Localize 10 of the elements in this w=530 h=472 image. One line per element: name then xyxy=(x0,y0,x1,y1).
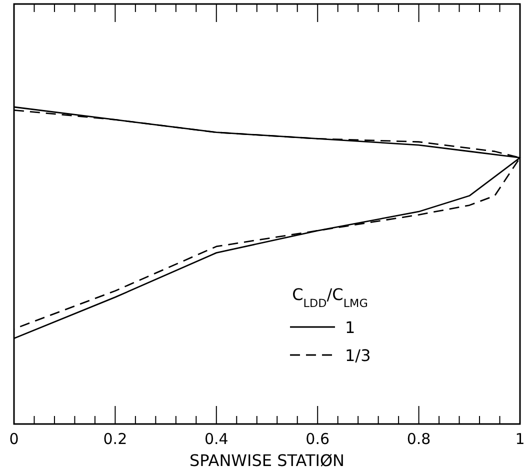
legend-label: 1 xyxy=(345,318,356,337)
x-tick-label: 0 xyxy=(9,430,19,448)
x-tick-label: 0.4 xyxy=(204,430,228,448)
x-axis-title: SPANWISE STATIØN xyxy=(189,451,345,470)
legend-label: 1/3 xyxy=(345,346,371,365)
x-tick-label: 0.8 xyxy=(406,430,431,448)
legend-title: C$_{LDD}$/C$_{LMG}$ xyxy=(292,285,368,310)
x-tick-label: 0.6 xyxy=(306,430,330,448)
x-tick-label: 0.2 xyxy=(103,430,128,448)
x-tick-label: 1 xyxy=(515,430,525,448)
